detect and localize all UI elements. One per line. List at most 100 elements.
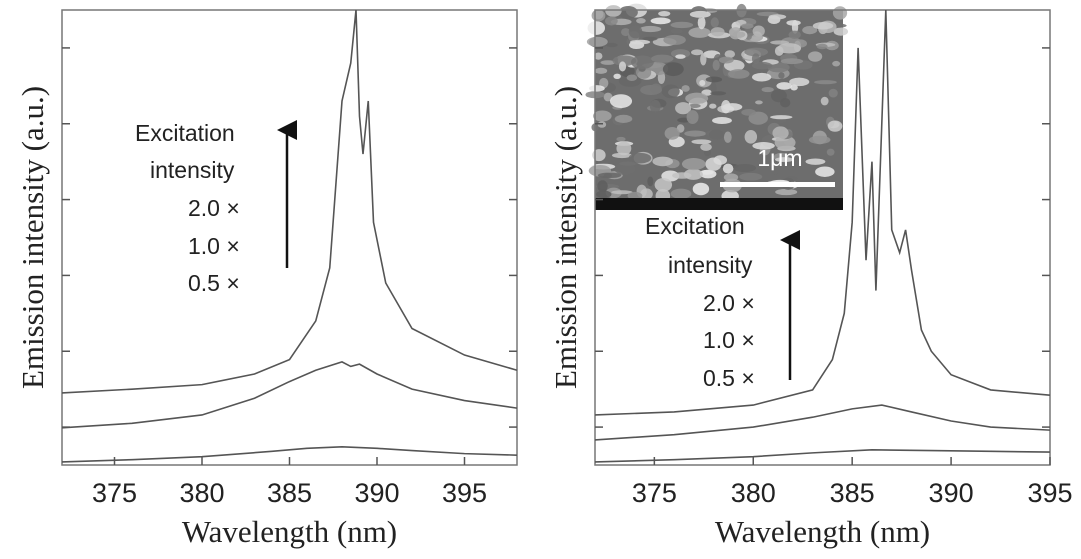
inset-grain bbox=[710, 17, 719, 28]
inset-grain bbox=[658, 10, 671, 17]
x-tick-label: 390 bbox=[929, 478, 974, 508]
inset-grain bbox=[688, 103, 701, 109]
inset-grain bbox=[780, 58, 804, 65]
x-tick-label: 385 bbox=[830, 478, 875, 508]
inset-grain bbox=[791, 19, 799, 34]
annotation: 0.5 × bbox=[188, 270, 240, 296]
inset-grain bbox=[650, 83, 662, 94]
y-axis-label: Emission intensity (a.u.) bbox=[548, 86, 583, 389]
annotation: intensity bbox=[150, 157, 235, 183]
inset-grain bbox=[647, 176, 654, 187]
annotation: 0.5 × bbox=[703, 365, 755, 391]
inset-grain bbox=[675, 102, 692, 115]
x-axis-label: Wavelength (nm) bbox=[715, 514, 930, 549]
inset-grain bbox=[712, 59, 720, 71]
inset-grain bbox=[705, 76, 723, 83]
inset-grain bbox=[814, 80, 837, 85]
inset-grain bbox=[724, 50, 736, 58]
inset-grain bbox=[630, 55, 654, 70]
inset-grain bbox=[686, 110, 699, 125]
inset-grain bbox=[828, 88, 838, 98]
spectrum-line bbox=[61, 361, 518, 429]
plot-frame bbox=[594, 9, 1051, 466]
inset-grain bbox=[751, 53, 760, 65]
inset-grain bbox=[732, 31, 746, 38]
inset-grain bbox=[744, 130, 758, 144]
annotation: intensity bbox=[668, 252, 753, 278]
spectrum-line bbox=[61, 445, 518, 463]
inset-grain bbox=[618, 6, 638, 19]
inset-grain bbox=[789, 77, 810, 87]
inset-grain bbox=[618, 61, 627, 72]
inset-grain bbox=[652, 156, 674, 167]
inset-grain bbox=[605, 5, 622, 17]
inset-grain bbox=[654, 178, 673, 192]
inset-grain bbox=[681, 158, 706, 171]
inset-grain bbox=[589, 85, 605, 92]
x-axis-label: Wavelength (nm) bbox=[182, 514, 397, 549]
inset-grain bbox=[697, 16, 706, 30]
inset-grain bbox=[710, 82, 717, 94]
inset-grain bbox=[651, 54, 674, 63]
inset-grain bbox=[681, 85, 690, 92]
inset-grain bbox=[741, 108, 757, 116]
inset-grain bbox=[597, 180, 608, 192]
inset-grain bbox=[790, 84, 798, 91]
inset-grain bbox=[640, 188, 653, 200]
annotation: 1.0 × bbox=[188, 233, 240, 259]
inset-grain bbox=[603, 92, 613, 102]
inset-grain bbox=[675, 54, 686, 59]
inset-grain bbox=[708, 129, 724, 140]
inset-grain bbox=[723, 131, 732, 143]
inset-grain bbox=[816, 43, 828, 50]
inset-grain bbox=[827, 120, 843, 132]
inset-grain bbox=[772, 126, 789, 140]
inset-grain bbox=[788, 30, 801, 39]
inset-grain bbox=[739, 172, 763, 181]
x-tick-label: 380 bbox=[731, 478, 776, 508]
annotation: Excitation bbox=[645, 213, 745, 239]
inset-grain bbox=[611, 152, 632, 159]
inset-grain bbox=[832, 6, 848, 20]
inset-grain bbox=[609, 94, 633, 109]
inset-grain bbox=[752, 25, 765, 37]
inset-grain bbox=[591, 9, 606, 22]
inset-grain bbox=[710, 91, 727, 96]
inset-strip bbox=[595, 198, 843, 210]
inset-grain bbox=[587, 21, 606, 35]
inset-grain bbox=[721, 99, 731, 114]
x-tick-label: 385 bbox=[267, 478, 312, 508]
inset-grain bbox=[768, 14, 787, 20]
inset-grain bbox=[712, 117, 732, 125]
inset-grain bbox=[820, 96, 829, 106]
x-tick-label: 375 bbox=[92, 478, 137, 508]
y-axis-label: Emission intensity (a.u.) bbox=[15, 86, 50, 389]
annotation: 1.0 × bbox=[703, 327, 755, 353]
spectrum-line bbox=[594, 449, 1051, 463]
inset-grain bbox=[670, 28, 683, 34]
inset-grain bbox=[778, 72, 785, 79]
inset-grain bbox=[649, 99, 661, 113]
spectrum-line bbox=[61, 9, 518, 394]
annotation: 2.0 × bbox=[188, 195, 240, 221]
inset-grain bbox=[628, 25, 643, 39]
inset-grain bbox=[777, 43, 802, 54]
inset-grain bbox=[626, 74, 638, 81]
inset-grain bbox=[614, 114, 633, 124]
inset-grain bbox=[597, 121, 607, 128]
inset-grain bbox=[805, 158, 826, 165]
inset-grain bbox=[705, 157, 722, 171]
inset-grain bbox=[709, 103, 717, 109]
inset-grain bbox=[802, 26, 818, 35]
inset-grain bbox=[592, 110, 612, 122]
x-tick-label: 375 bbox=[632, 478, 677, 508]
x-tick-label: 395 bbox=[1027, 478, 1072, 508]
spectrum-line bbox=[594, 9, 1051, 416]
inset-grain bbox=[596, 190, 612, 199]
inset-grain bbox=[619, 161, 638, 166]
inset-grain bbox=[815, 166, 835, 177]
inset-grain bbox=[650, 17, 671, 25]
inset-grain bbox=[621, 28, 631, 37]
inset-grain bbox=[751, 72, 772, 82]
